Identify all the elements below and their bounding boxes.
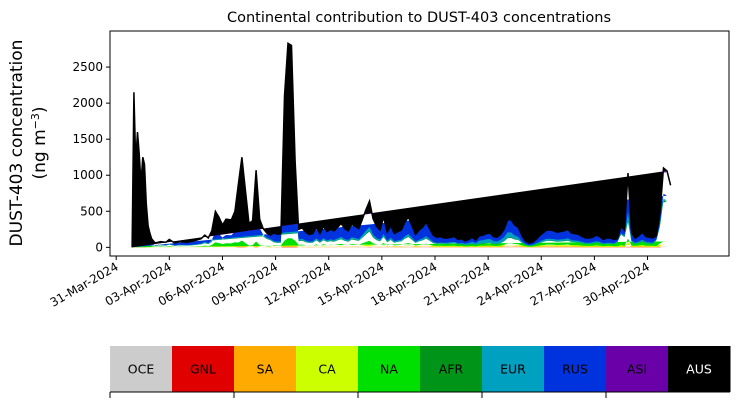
y-axis-label: DUST-403 concentration (ng m−3) [7, 40, 50, 247]
x-axis-ticks: 31-Mar-202403-Apr-202406-Apr-202409-Apr-… [48, 256, 652, 310]
legend-label-aus: AUS [686, 362, 712, 377]
legend: OCE GNL SA CA NA AFR EUR RUS ASI AUS [109, 346, 731, 398]
y-tick-label: 2500 [72, 60, 103, 74]
legend-swatch-na [358, 346, 421, 392]
legend-swatch-eur [482, 346, 545, 392]
legend-label-ca: CA [318, 362, 336, 377]
y-axis-label-unit: (ng m−3) [29, 106, 50, 179]
legend-swatch-rus [544, 346, 607, 392]
legend-label-na: NA [380, 362, 398, 377]
area-series-aus [132, 43, 668, 248]
legend-label-gnl: GNL [190, 362, 216, 377]
legend-swatch-gnl [172, 346, 235, 392]
plot-areas [132, 43, 668, 248]
legend-label-oce: OCE [128, 362, 155, 377]
y-tick-label: 2000 [72, 96, 103, 110]
legend-label-sa: SA [257, 362, 274, 377]
chart-title: Continental contribution to DUST-403 con… [227, 10, 611, 26]
y-axis-label-line1: DUST-403 concentration [7, 40, 27, 247]
legend-swatch-sa [234, 346, 297, 392]
legend-swatch-aus [668, 346, 731, 392]
y-tick-label: 0 [95, 240, 103, 254]
total-outline [131, 42, 672, 248]
plot-frame [109, 30, 730, 257]
legend-swatch-afr [420, 346, 483, 392]
legend-label-eur: EUR [500, 362, 526, 377]
y-tick-label: 1000 [72, 168, 103, 182]
y-axis-ticks: 0 500 1000 1500 2000 2500 [72, 60, 110, 254]
y-tick-label: 500 [80, 204, 103, 218]
legend-label-afr: AFR [439, 362, 464, 377]
legend-swatch-asi [606, 346, 669, 392]
legend-label-asi: ASI [627, 362, 647, 377]
legend-label-rus: RUS [562, 362, 588, 377]
y-tick-label: 1500 [72, 132, 103, 146]
legend-swatch-oce [110, 346, 173, 392]
legend-swatch-ca [296, 346, 359, 392]
